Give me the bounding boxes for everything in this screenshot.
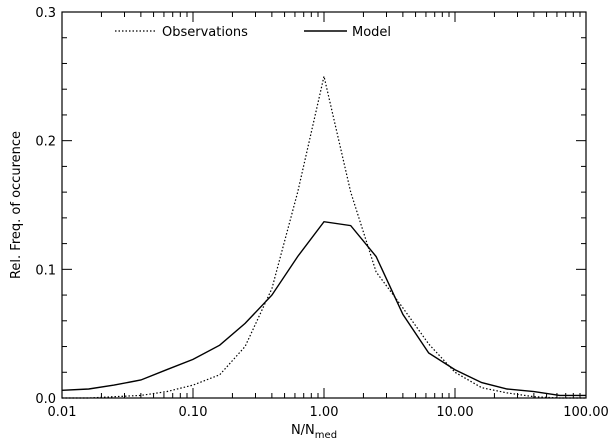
legend-label-model: Model bbox=[352, 25, 391, 40]
y-tick-label: 0.2 bbox=[35, 135, 56, 150]
x-axis-label-main: N/N bbox=[291, 423, 315, 438]
y-tick-label: 0.3 bbox=[35, 6, 56, 21]
axis-ticks: 0.01 0.10 1.00 10.00 100.00 0.0 0.1 0.2 0.3 bbox=[35, 6, 608, 420]
y-tick-label: 0.1 bbox=[35, 263, 56, 278]
series-line-model bbox=[61, 220, 586, 397]
x-tick-label: 0.10 bbox=[179, 405, 208, 420]
legend: Observations Model bbox=[115, 25, 391, 40]
x-tick-label: 100.00 bbox=[563, 405, 609, 420]
y-axis-label: Rel. Freq. of occurence bbox=[9, 131, 24, 279]
x-axis-label-subscript: med bbox=[315, 430, 337, 440]
x-tick-label: 10.00 bbox=[436, 405, 473, 420]
series-layer bbox=[61, 76, 586, 399]
x-axis-label: N/Nmed bbox=[291, 423, 337, 440]
series-line-observations bbox=[62, 76, 586, 399]
plot-frame bbox=[61, 11, 587, 399]
x-tick-label: 1.00 bbox=[310, 405, 339, 420]
x-tick-label: 0.01 bbox=[48, 405, 77, 420]
legend-label-observations: Observations bbox=[162, 25, 248, 40]
y-tick-label: 0.0 bbox=[35, 392, 56, 407]
